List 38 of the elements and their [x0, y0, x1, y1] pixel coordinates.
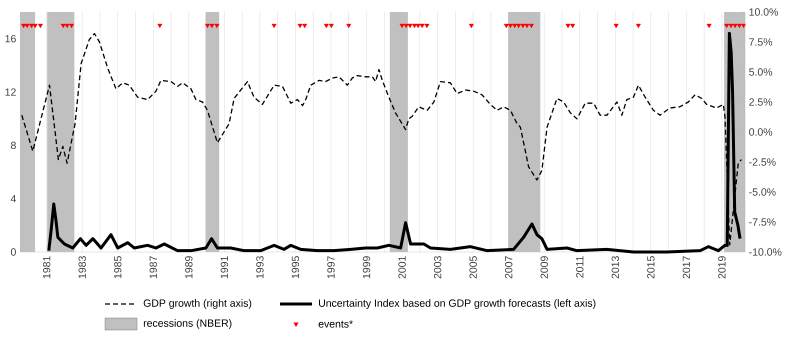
x-tick-label: 1985 — [114, 256, 122, 278]
y2-tick-label: 10.0% — [749, 8, 778, 16]
y-tick-label: 0 — [10, 248, 16, 256]
y-tick-label: 4 — [10, 195, 16, 202]
y-tick-label: 16 — [5, 34, 16, 42]
x-tick-label: 1991 — [220, 256, 228, 278]
x-tick-label: 2015 — [647, 256, 655, 278]
y-tick-label: 12 — [5, 88, 16, 96]
y2-tick-label: -10.0% — [749, 248, 782, 256]
y2-tick-label: 2.5% — [749, 98, 772, 106]
legend-label: Uncertainty Index based on GDP growth forecasts (left axis) — [319, 299, 596, 309]
y2-tick-label: 7.5% — [749, 38, 772, 46]
x-tick-label: 2007 — [504, 256, 512, 278]
x-tick-label: 1989 — [185, 256, 193, 278]
x-tick-label: 2011 — [576, 256, 584, 278]
x-tick-label: 2017 — [682, 256, 690, 278]
legend-label: recessions (NBER) — [144, 319, 232, 329]
x-tick-label: 1987 — [150, 256, 157, 278]
y2-tick-label: -5.0% — [749, 188, 776, 196]
legend-label: events* — [318, 320, 353, 328]
x-tick-label: 1999 — [362, 256, 370, 278]
x-tick-label: 1993 — [256, 256, 264, 278]
y2-tick-label: 0.0% — [749, 128, 772, 136]
x-tick-label: 2009 — [540, 256, 548, 278]
x-tick-label: 2003 — [434, 256, 442, 278]
y-tick-label: 8 — [10, 142, 16, 150]
legend-label: GDP growth (right axis) — [144, 299, 252, 309]
x-tick-label: 2019 — [718, 256, 726, 278]
x-tick-label: 2013 — [612, 256, 619, 278]
x-tick-label: 1983 — [78, 256, 86, 278]
x-tick-label: 1997 — [327, 256, 335, 278]
x-tick-label: 2005 — [469, 256, 477, 278]
y2-tick-label: -2.5% — [749, 158, 776, 166]
x-tick-label: 2001 — [398, 256, 406, 278]
y2-tick-label: -7.5% — [749, 218, 776, 226]
x-tick-label: 1995 — [292, 256, 300, 278]
x-tick-label: 1981 — [42, 256, 50, 278]
y2-tick-label: 5.0% — [749, 68, 772, 76]
